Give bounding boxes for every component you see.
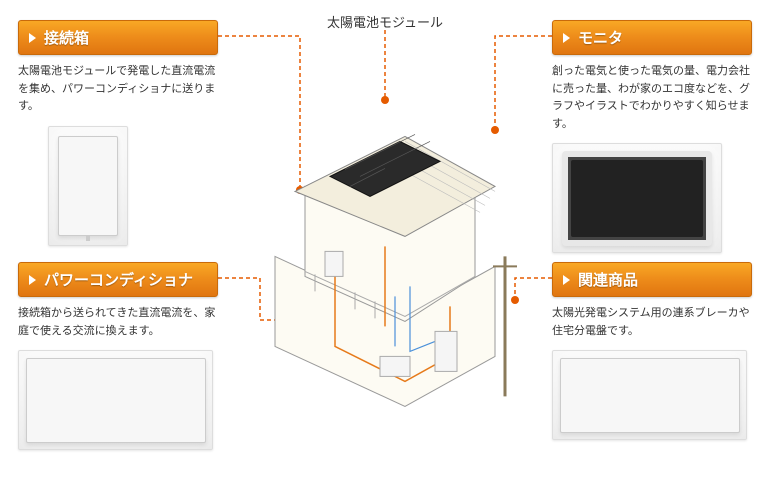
card-title: 関連商品 <box>578 269 638 290</box>
card-desc: 創った電気と使った電気の量、電力会社に売った量、わが家のエコ度などを、グラフやイ… <box>552 63 752 133</box>
button-power-conditioner[interactable]: パワーコンディショナ <box>18 262 218 297</box>
card-title: 接続箱 <box>44 27 89 48</box>
product-image-power-conditioner <box>18 350 213 450</box>
chevron-right-icon <box>563 275 570 285</box>
card-monitor: モニタ 創った電気と使った電気の量、電力会社に売った量、わが家のエコ度などを、グ… <box>552 20 752 253</box>
card-title: モニタ <box>578 27 623 48</box>
product-image-related <box>552 350 747 440</box>
infographic-container: 太陽電池モジュール <box>0 0 770 500</box>
chevron-right-icon <box>29 275 36 285</box>
top-module-label: 太陽電池モジュール <box>327 12 443 31</box>
card-title: パワーコンディショナ <box>44 269 193 290</box>
chevron-right-icon <box>29 33 36 43</box>
house-diagram <box>235 96 535 416</box>
card-related-products: 関連商品 太陽光発電システム用の連系ブレーカや住宅分電盤です。 <box>552 262 752 440</box>
chevron-right-icon <box>563 33 570 43</box>
card-desc: 太陽電池モジュールで発電した直流電流を集め、パワーコンディショナに送ります。 <box>18 63 218 116</box>
button-monitor[interactable]: モニタ <box>552 20 752 55</box>
card-power-conditioner: パワーコンディショナ 接続箱から送られてきた直流電流を、家庭で使える交流に換えま… <box>18 262 218 450</box>
card-junction-box: 接続箱 太陽電池モジュールで発電した直流電流を集め、パワーコンディショナに送りま… <box>18 20 218 246</box>
product-image-monitor <box>552 143 722 253</box>
button-related-products[interactable]: 関連商品 <box>552 262 752 297</box>
card-desc: 接続箱から送られてきた直流電流を、家庭で使える交流に換えます。 <box>18 305 218 340</box>
button-junction-box[interactable]: 接続箱 <box>18 20 218 55</box>
product-image-junction-box <box>48 126 128 246</box>
card-desc: 太陽光発電システム用の連系ブレーカや住宅分電盤です。 <box>552 305 752 340</box>
